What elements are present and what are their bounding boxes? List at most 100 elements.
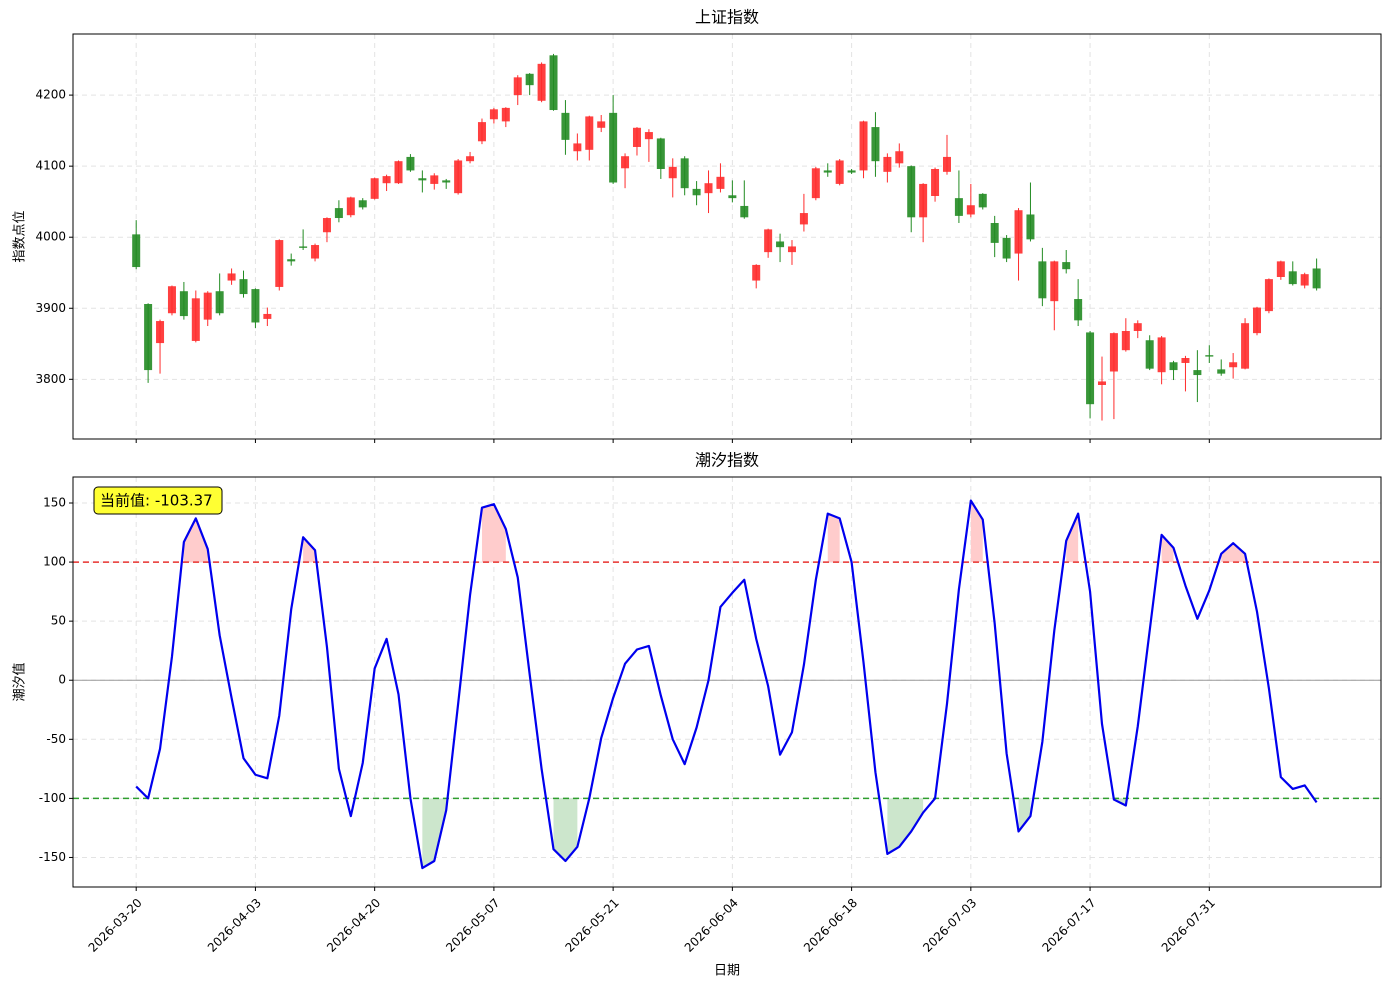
candle-body <box>680 158 689 189</box>
candle-body <box>1062 262 1071 270</box>
candle-body <box>990 223 999 243</box>
candle-body <box>931 169 940 196</box>
candle-body <box>656 138 665 169</box>
candle-body <box>466 156 475 162</box>
threshold-fill <box>1221 543 1246 563</box>
candle-body <box>1217 369 1226 374</box>
annotation-text: 当前值: -103.37 <box>100 492 213 510</box>
candle-body <box>251 289 260 323</box>
y-tick-label: 150 <box>43 495 66 509</box>
candle-body <box>871 127 880 162</box>
y-tick-label: 50 <box>51 614 66 628</box>
candle-body <box>942 156 951 172</box>
y-tick-label: 4100 <box>35 159 66 173</box>
y-tick-label: 0 <box>58 673 66 687</box>
x-tick-label: 2026-07-31 <box>1159 896 1218 955</box>
candle-body <box>442 180 451 183</box>
candle-body <box>1169 362 1178 371</box>
candle-body <box>489 109 498 120</box>
candle-body <box>859 121 868 171</box>
threshold-fill <box>422 798 447 869</box>
candle-body <box>1300 274 1309 286</box>
candle-body <box>322 218 331 233</box>
y-tick-label: 4200 <box>35 88 66 102</box>
candle-body <box>1205 355 1214 357</box>
plot-frame <box>72 476 1382 888</box>
candle-body <box>418 178 427 181</box>
candle-body <box>907 166 916 218</box>
candle-body <box>1121 331 1130 351</box>
x-tick-label: 2026-06-04 <box>682 896 741 955</box>
candle-body <box>919 183 928 218</box>
candle-body <box>692 188 701 196</box>
y-tick-label: -100 <box>39 791 66 805</box>
y-axis-label: 指数点位 <box>13 210 28 262</box>
candle-body <box>179 291 188 317</box>
candle-body <box>370 178 379 199</box>
candle-body <box>1252 307 1261 334</box>
x-axis-label: 日期 <box>714 964 740 979</box>
candle-body <box>132 234 141 268</box>
threshold-fill <box>303 537 316 563</box>
candle-body <box>668 166 677 179</box>
candle-body <box>1026 214 1035 240</box>
candle-body <box>311 245 320 259</box>
candle-body <box>966 205 975 215</box>
candle-body <box>561 112 570 140</box>
candle-body <box>203 292 212 320</box>
plot-frame <box>72 33 1382 440</box>
candle-body <box>227 273 236 281</box>
candle-body <box>799 213 808 225</box>
candle-body <box>346 197 355 216</box>
candle-body <box>835 160 844 184</box>
candle-body <box>477 122 486 142</box>
candle-body <box>1276 261 1285 277</box>
candle-body <box>430 175 439 184</box>
candle-body <box>573 143 582 152</box>
candle-body <box>847 170 856 173</box>
annotation-box <box>93 486 223 515</box>
candle-body <box>215 291 224 314</box>
candle-body <box>1038 261 1047 299</box>
candle-body <box>263 313 272 319</box>
candle-body <box>740 205 749 218</box>
candle-body <box>1312 268 1321 289</box>
candle-body <box>1050 261 1059 302</box>
threshold-fill <box>827 513 840 563</box>
candle-body <box>537 63 546 101</box>
candle-body <box>406 156 415 171</box>
candle-body <box>632 127 641 147</box>
candle-body <box>716 176 725 189</box>
candle-body <box>394 161 403 184</box>
threshold-fill <box>887 798 924 854</box>
candle-body <box>454 160 463 194</box>
candle-body <box>358 200 367 208</box>
candle-body <box>1002 237 1011 259</box>
threshold-fill <box>1018 798 1031 832</box>
candle-body <box>1074 299 1083 321</box>
candle-body <box>1264 279 1273 312</box>
y-tick-label: 4000 <box>35 230 66 244</box>
x-tick-label: 2026-07-17 <box>1039 896 1098 955</box>
candle-body <box>191 298 200 341</box>
tide-line <box>135 499 1318 870</box>
candle-body <box>621 156 630 169</box>
candle-body <box>823 170 832 173</box>
candle-body <box>644 132 653 140</box>
candle-body <box>334 208 343 219</box>
chart-title: 潮汐指数 <box>695 451 759 470</box>
candle-body <box>501 107 510 122</box>
candle-body <box>1193 370 1202 376</box>
y-tick-label: 3800 <box>35 372 66 386</box>
candle-body <box>382 176 391 184</box>
x-tick-label: 2026-04-03 <box>205 896 264 955</box>
candle-body <box>156 321 165 344</box>
candle-body <box>585 116 594 150</box>
candle-body <box>1157 337 1166 373</box>
threshold-fill <box>1161 534 1174 563</box>
chart-title: 上证指数 <box>695 8 759 27</box>
candle-body <box>275 240 284 287</box>
candle-body <box>1145 340 1154 369</box>
threshold-fill <box>183 518 208 563</box>
